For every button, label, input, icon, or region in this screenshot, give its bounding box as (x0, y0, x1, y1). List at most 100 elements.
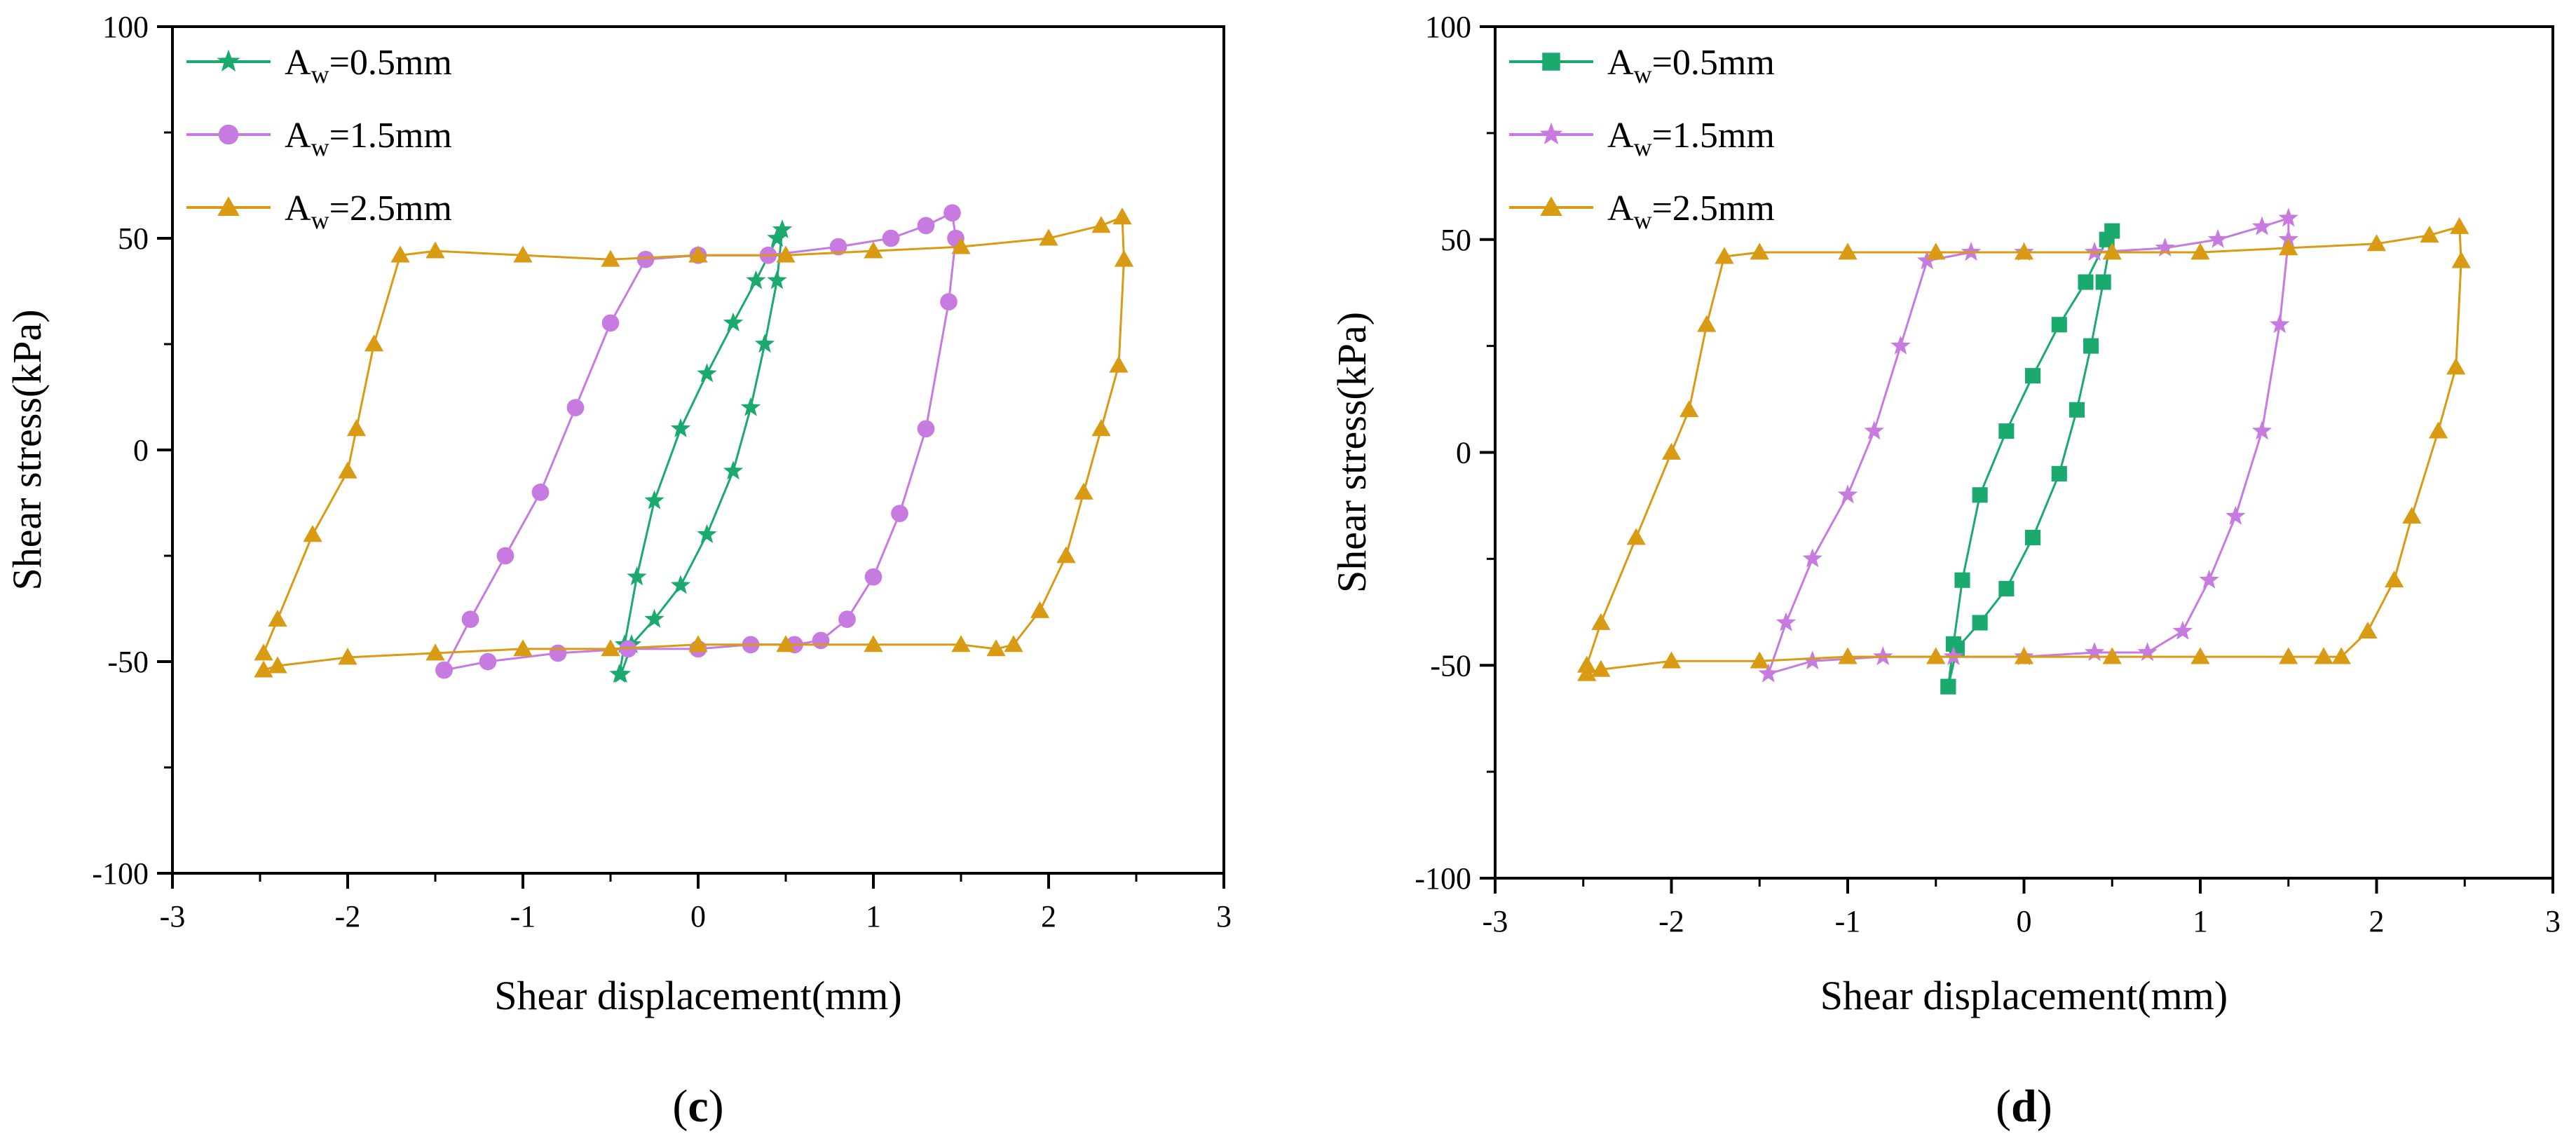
data-point (425, 643, 445, 661)
data-point (644, 490, 665, 510)
data-point (496, 547, 514, 565)
data-point (479, 652, 497, 671)
data-point (940, 293, 958, 310)
y-tick-label: 0 (1456, 436, 1471, 470)
x-tick-label: -1 (1835, 904, 1861, 938)
y-tick-label: 100 (102, 10, 149, 44)
data-point (611, 664, 632, 683)
legend-marker (1540, 196, 1562, 216)
data-point (1577, 655, 1597, 673)
data-point (2025, 529, 2041, 546)
data-point (1864, 421, 1884, 440)
data-point (1577, 664, 1597, 681)
data-point (697, 524, 717, 543)
x-tick-label: -2 (1658, 904, 1684, 938)
data-point (1972, 615, 1988, 631)
legend-marker (217, 196, 240, 216)
data-point (364, 334, 384, 352)
data-point (2207, 228, 2228, 248)
panel-label: (c) (672, 1081, 723, 1132)
data-point (513, 639, 533, 657)
data-point (601, 639, 620, 657)
x-tick-label: -2 (335, 899, 361, 934)
data-point (1926, 242, 1946, 260)
legend-marker (1539, 122, 1563, 144)
data-point (2420, 226, 2439, 243)
data-point (943, 204, 961, 222)
legend-entry-label: Aw=0.5mm (1607, 43, 1775, 88)
legend-marker (218, 124, 239, 145)
legend-marker (1542, 53, 1560, 71)
data-point (338, 648, 357, 665)
data-point (1972, 487, 1988, 503)
data-point (1626, 528, 1646, 545)
x-tick-label: -1 (510, 899, 536, 934)
data-point (2025, 368, 2041, 384)
data-point (346, 419, 367, 437)
data-point (435, 661, 453, 679)
legend-entry-label: Aw=2.5mm (1607, 189, 1775, 234)
data-point (2172, 620, 2193, 640)
legend-entry-label: Aw=1.5mm (1607, 116, 1775, 161)
data-point (864, 568, 882, 586)
data-point (951, 635, 971, 652)
data-point (1837, 484, 1858, 504)
data-point (917, 217, 935, 235)
data-point (2095, 274, 2111, 290)
data-point (2102, 242, 2122, 260)
data-point (1697, 315, 1717, 332)
x-tick-label: 1 (2193, 904, 2208, 938)
data-point (268, 656, 287, 674)
chart-panel-d: -3 -2 -1 0 1 2 3 100 50 0 -50 -100 Shear displacemen… (1329, 10, 2561, 1132)
data-point (2279, 238, 2298, 256)
series-line (262, 215, 1126, 671)
x-tick-label: 2 (1041, 899, 1056, 934)
data-point (2051, 465, 2067, 481)
data-point (303, 525, 322, 542)
data-point (2102, 647, 2122, 664)
x-tick-label: 3 (1216, 899, 1232, 934)
data-point (1758, 663, 1778, 683)
data-point (1112, 207, 1132, 225)
data-point (986, 639, 1006, 657)
data-point (513, 245, 533, 263)
data-point (1998, 580, 2015, 596)
panel-label: (d) (1996, 1081, 2052, 1132)
data-point (917, 420, 935, 438)
data-point (723, 312, 744, 332)
data-point (776, 635, 796, 652)
data-point (461, 610, 479, 628)
data-point (2366, 234, 2387, 252)
data-point (1750, 242, 1769, 260)
data-point (688, 245, 708, 263)
data-point (1030, 601, 1050, 618)
legend-entry-label: Aw=2.5mm (285, 189, 452, 234)
series-line (443, 211, 958, 671)
plot-area (1577, 207, 2471, 695)
data-point (812, 631, 830, 650)
y-tick-label: 0 (133, 433, 149, 467)
data-point (1802, 650, 1822, 670)
y-tick-label: 50 (118, 221, 149, 256)
data-point (2358, 622, 2378, 639)
data-point (1776, 612, 1797, 631)
data-point (2251, 216, 2272, 235)
plot-area (254, 204, 1134, 683)
data-point (1109, 355, 1129, 373)
data-point (2402, 506, 2422, 524)
data-point (2190, 647, 2210, 664)
data-point (1917, 250, 1937, 270)
data-point (2051, 317, 2067, 333)
x-tick-label: -3 (1483, 904, 1508, 938)
data-point (338, 461, 357, 479)
series-line (1767, 217, 2290, 675)
data-point (2314, 647, 2333, 664)
data-point (2446, 357, 2466, 375)
x-tick-label: 0 (690, 899, 706, 934)
data-point (1004, 635, 1023, 652)
data-point (2428, 421, 2448, 439)
data-point (2078, 274, 2094, 290)
data-point (1954, 572, 1970, 588)
data-point (1114, 250, 1134, 267)
